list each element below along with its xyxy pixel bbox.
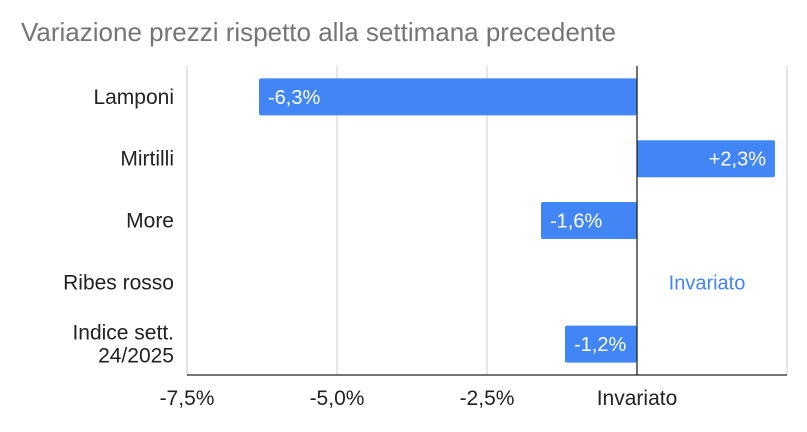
data-label: -6,3% [268,87,320,109]
data-label: +2,3% [709,149,766,171]
bar [541,202,637,239]
labels: -7,5% -5,0% -2,5% Invariato -6,3% Lamponi +2,3… [63,86,766,410]
category-label: Indice sett. 24/2025 [72,322,174,368]
bar [637,140,775,178]
data-label: Invariato [669,272,746,294]
bars [259,78,775,363]
x-tick-label: -2,5% [460,387,515,410]
bar [565,325,637,363]
x-tick-label: -5,0% [310,387,365,410]
x-tick-label: Invariato [597,387,678,410]
axes [187,66,787,376]
data-label: -1,6% [550,211,602,233]
x-tick-label: -7,5% [160,387,215,410]
category-label: Mirtilli [120,148,174,171]
category-label: Ribes rosso [63,271,174,294]
category-label: More [126,210,174,233]
gridlines [186,66,788,375]
category-label: Lamponi [93,86,174,109]
data-label: -1,2% [574,334,626,356]
bar [259,78,637,116]
chart-title: Variazione prezzi rispetto alla settiman… [21,17,616,47]
